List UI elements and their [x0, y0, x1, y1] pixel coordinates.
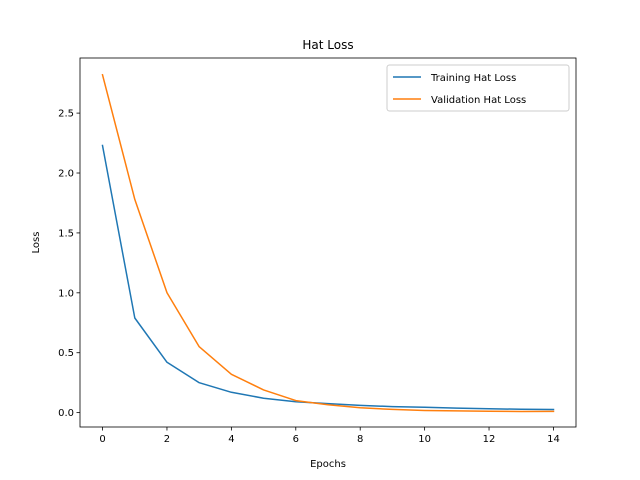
plot-frame [79, 57, 577, 428]
x-tick-label: 10 [418, 434, 431, 445]
legend-label-0: Training Hat Loss [430, 73, 516, 84]
x-tick-label: 2 [164, 434, 170, 445]
legend-label-1: Validation Hat Loss [431, 95, 526, 106]
x-tick-label: 6 [293, 434, 299, 445]
y-tick-label: 2.0 [58, 169, 74, 180]
y-axis-ticks: 0.0 0.5 1.0 1.5 2.0 2.5 [58, 109, 80, 419]
x-tick-label: 8 [357, 434, 363, 445]
y-tick-label: 2.5 [58, 109, 74, 120]
x-axis-ticks: 0 2 4 6 8 10 12 14 [99, 427, 560, 445]
x-tick-label: 4 [228, 434, 234, 445]
x-axis-label: Epochs [310, 459, 346, 470]
chart-title: Hat Loss [302, 38, 353, 52]
y-tick-label: 0.5 [58, 348, 74, 359]
x-tick-label: 12 [483, 434, 496, 445]
y-tick-label: 1.5 [58, 228, 74, 239]
series-layer [101, 73, 555, 413]
y-tick-label: 0.0 [58, 408, 74, 419]
y-tick-label: 1.0 [58, 288, 74, 299]
y-axis-label: Loss [31, 232, 42, 254]
legend: Training Hat Loss Validation Hat Loss [386, 64, 570, 112]
legend-box [386, 64, 570, 112]
series-line-1 [101, 73, 555, 413]
x-tick-label: 0 [99, 434, 105, 445]
series-line-0 [101, 144, 555, 411]
x-tick-label: 14 [547, 434, 560, 445]
